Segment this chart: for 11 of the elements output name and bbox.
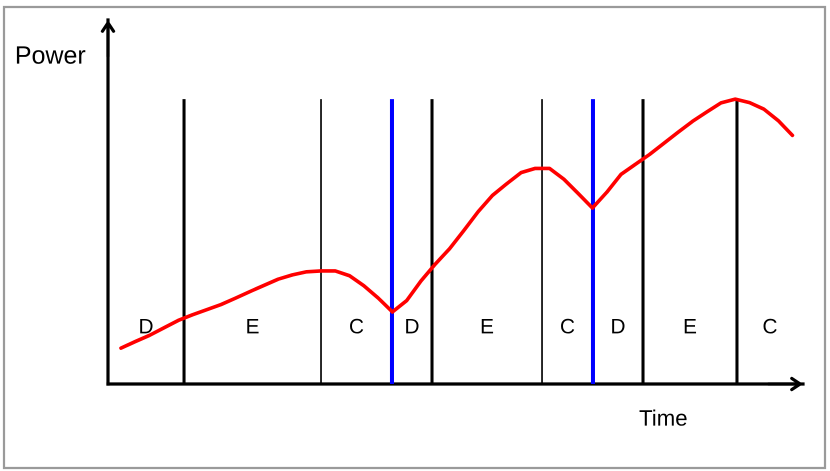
annotation: D	[140, 319, 153, 334]
x-axis-title: Time	[640, 409, 687, 426]
annotation: E	[247, 319, 259, 334]
annotation: C	[764, 318, 777, 334]
annotation: E	[684, 319, 696, 334]
annotation: C	[561, 318, 574, 334]
annotation: D	[612, 319, 625, 334]
annotation: C	[350, 318, 364, 334]
annotation: E	[482, 319, 494, 334]
annotation: D	[406, 319, 419, 334]
y-axis-title: Power	[16, 46, 86, 64]
